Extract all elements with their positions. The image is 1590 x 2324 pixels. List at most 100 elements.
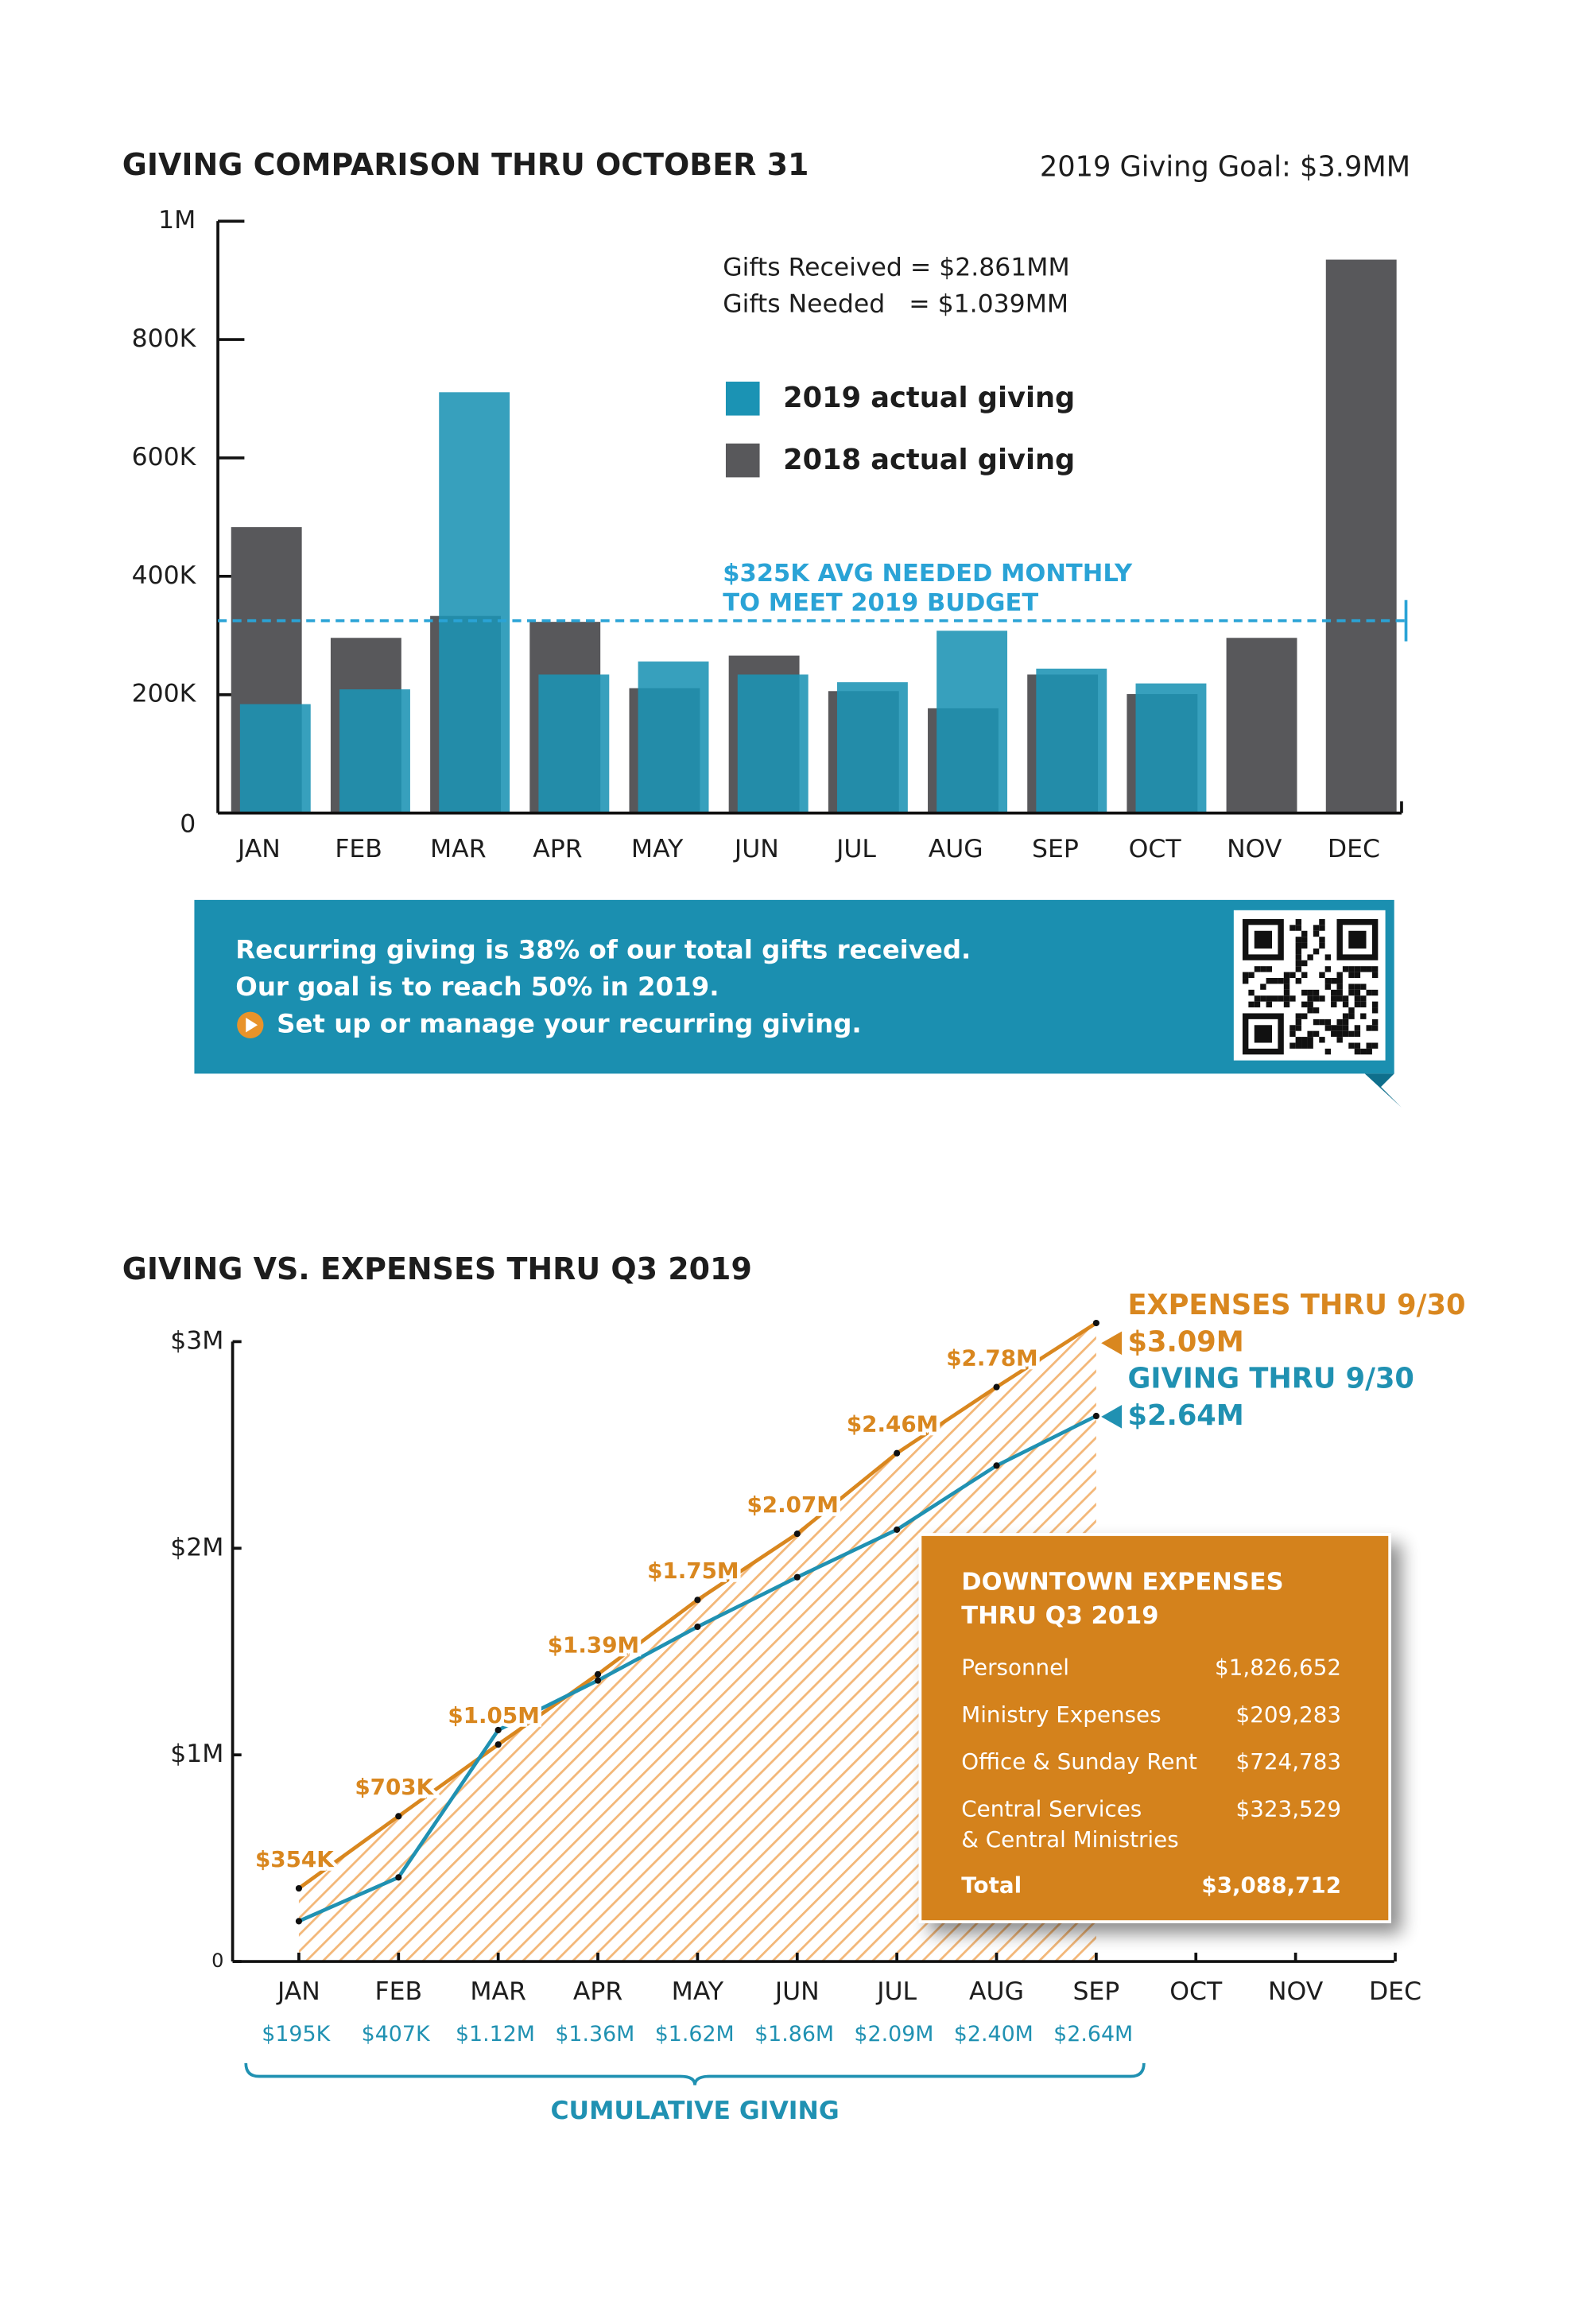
qr-cell	[1342, 1001, 1349, 1008]
area	[298, 1323, 1096, 1962]
value-label: $2.78M	[946, 1344, 1037, 1371]
qr-cell	[1354, 1030, 1361, 1038]
qr-cell	[1319, 918, 1325, 925]
bracket	[244, 2062, 1146, 2085]
point	[694, 1623, 701, 1631]
table-box	[918, 1533, 1391, 1923]
qr-cell	[1272, 978, 1278, 984]
qr-cell	[1295, 960, 1302, 967]
row-label: Central Services	[961, 1795, 1142, 1822]
qr-cell	[1313, 1030, 1320, 1038]
recurring-callout: Recurring giving is 38% of our total gif…	[194, 899, 1402, 1108]
value-label: $2.40M	[954, 2022, 1034, 2047]
y-tick-label: $2M	[170, 1533, 223, 1562]
qr-cell	[1324, 1018, 1332, 1026]
y-tick-label: 800K	[132, 324, 197, 353]
qr-cell	[1371, 1018, 1379, 1026]
qr-cell	[1289, 1042, 1296, 1049]
qr-cell	[1336, 1030, 1343, 1038]
value-label: $1.05M	[448, 1702, 539, 1728]
qr-cell	[1295, 954, 1302, 960]
qr-cell	[1301, 972, 1308, 979]
qr-cell	[1260, 984, 1266, 990]
qr-cell	[1283, 995, 1290, 1002]
qr-cell	[1360, 984, 1367, 990]
reference-label: $325K AVG NEEDED MONTHLY	[723, 560, 1133, 588]
x-tick-label: OCT	[1129, 835, 1182, 863]
row-label: Ministry Expenses	[961, 1701, 1161, 1728]
qr-cell	[1295, 925, 1302, 931]
qr-cell	[1348, 984, 1355, 990]
qr-cell	[1342, 966, 1349, 972]
point	[793, 1573, 801, 1581]
qr-cell	[1371, 972, 1379, 979]
point	[894, 1526, 901, 1533]
legend-swatch	[725, 443, 760, 478]
qr-cell	[1301, 942, 1308, 949]
x-tick-label: JUN	[733, 835, 779, 863]
value-label: $407K	[362, 2022, 431, 2047]
qr-cell	[1242, 978, 1249, 984]
qr-cell	[1336, 995, 1343, 1002]
qr-cell	[1336, 1018, 1343, 1026]
row-label: Personnel	[961, 1655, 1069, 1681]
value-label: $1.39M	[548, 1632, 639, 1659]
point	[1092, 1319, 1099, 1327]
qr-cell	[1342, 1013, 1349, 1019]
qr-cell	[1266, 978, 1272, 984]
qr-cell	[1289, 925, 1296, 931]
bar	[638, 662, 709, 813]
qr-cell	[1324, 984, 1332, 990]
qr-cell	[1301, 930, 1308, 937]
value-label: $1.62M	[655, 2022, 735, 2047]
qr-cell	[1354, 989, 1361, 996]
point	[594, 1677, 602, 1684]
qr-cell	[1283, 978, 1290, 984]
x-tick-label: JUL	[875, 1977, 917, 2006]
qr-cell	[1331, 989, 1337, 996]
qr-cell	[1289, 1025, 1296, 1031]
x-tick-label: MAR	[470, 1977, 526, 2006]
bar	[1325, 259, 1397, 813]
callout-link[interactable]: Set up or manage your recurring giving.	[277, 1008, 862, 1038]
y-tick-label: 0	[211, 1950, 223, 1972]
series-label: GIVING THRU 9/30	[1128, 1363, 1414, 1395]
qr-cell	[1313, 995, 1320, 1002]
value-label: $703K	[355, 1774, 434, 1800]
qr-cell	[1295, 978, 1302, 984]
qr-cell	[1348, 1007, 1355, 1014]
qr-cell	[1371, 1042, 1379, 1049]
chart-title: GIVING COMPARISON THRU OCTOBER 31	[122, 147, 809, 182]
qr-cell	[1301, 1013, 1308, 1019]
qr-cell	[1295, 918, 1302, 925]
qr-cell	[1289, 972, 1296, 979]
qr-cell	[1307, 995, 1313, 1002]
callout-text: Our goal is to reach 50% in 2019.	[235, 972, 719, 1002]
series-label: EXPENSES THRU 9/30	[1128, 1289, 1466, 1321]
point	[395, 1874, 402, 1881]
qr-cell	[1319, 972, 1325, 979]
qr-cell	[1307, 1037, 1313, 1043]
qr-finder	[1254, 930, 1272, 949]
qr-cell	[1283, 989, 1290, 996]
value-label: $2.46M	[847, 1411, 938, 1437]
row-label: Office & Sunday Rent	[961, 1748, 1197, 1775]
qr-cell	[1324, 954, 1332, 960]
y-tick-label: $3M	[170, 1326, 223, 1355]
value-label: $354K	[255, 1846, 335, 1872]
legend-label: 2018 actual giving	[783, 444, 1075, 476]
qr-cell	[1336, 972, 1343, 979]
qr-cell	[1307, 1042, 1313, 1049]
qr-finder	[1254, 1025, 1272, 1043]
x-tick-label: DEC	[1369, 1977, 1421, 2006]
row-amount: $209,283	[1236, 1701, 1341, 1728]
qr-cell	[1319, 1037, 1325, 1043]
qr-cell	[1301, 937, 1308, 943]
qr-cell	[1307, 1001, 1313, 1008]
qr-cell	[1301, 960, 1308, 967]
bar	[1036, 668, 1107, 813]
qr-cell	[1354, 1048, 1361, 1055]
qr-cell	[1342, 1030, 1349, 1038]
chart-subtitle: 2019 Giving Goal: $3.9MM	[1040, 151, 1410, 184]
